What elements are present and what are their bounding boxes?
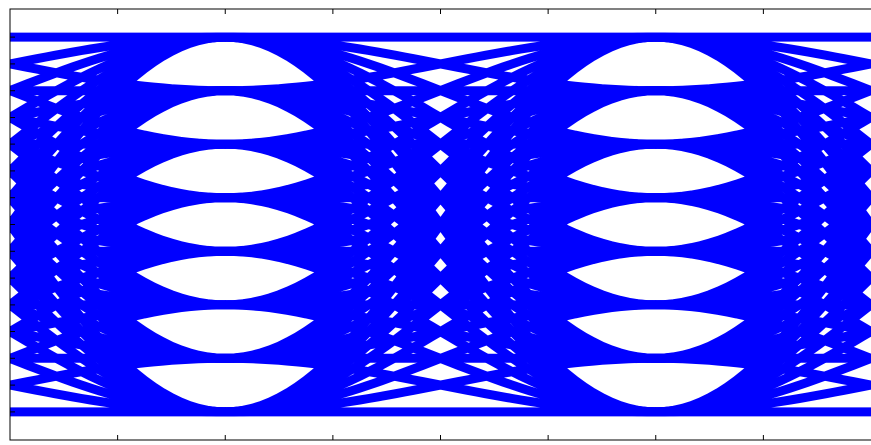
axes-frame	[9, 8, 871, 441]
eye-trace	[10, 138, 230, 256]
eye-trace	[10, 164, 230, 310]
eye-trace	[10, 112, 230, 203]
eye-trace	[10, 216, 230, 417]
eye-trace	[651, 164, 871, 310]
eye-trace	[651, 216, 871, 417]
eye-trace	[651, 85, 871, 149]
axis-ticks	[10, 9, 764, 440]
eye-trace	[10, 85, 230, 149]
eye-trace	[651, 112, 871, 203]
eye-trace	[10, 190, 230, 363]
eye-traces	[10, 32, 871, 417]
eye-trace	[651, 138, 871, 256]
eye-trace	[651, 190, 871, 363]
eye-trace	[651, 59, 871, 96]
eye-trace	[10, 59, 230, 96]
